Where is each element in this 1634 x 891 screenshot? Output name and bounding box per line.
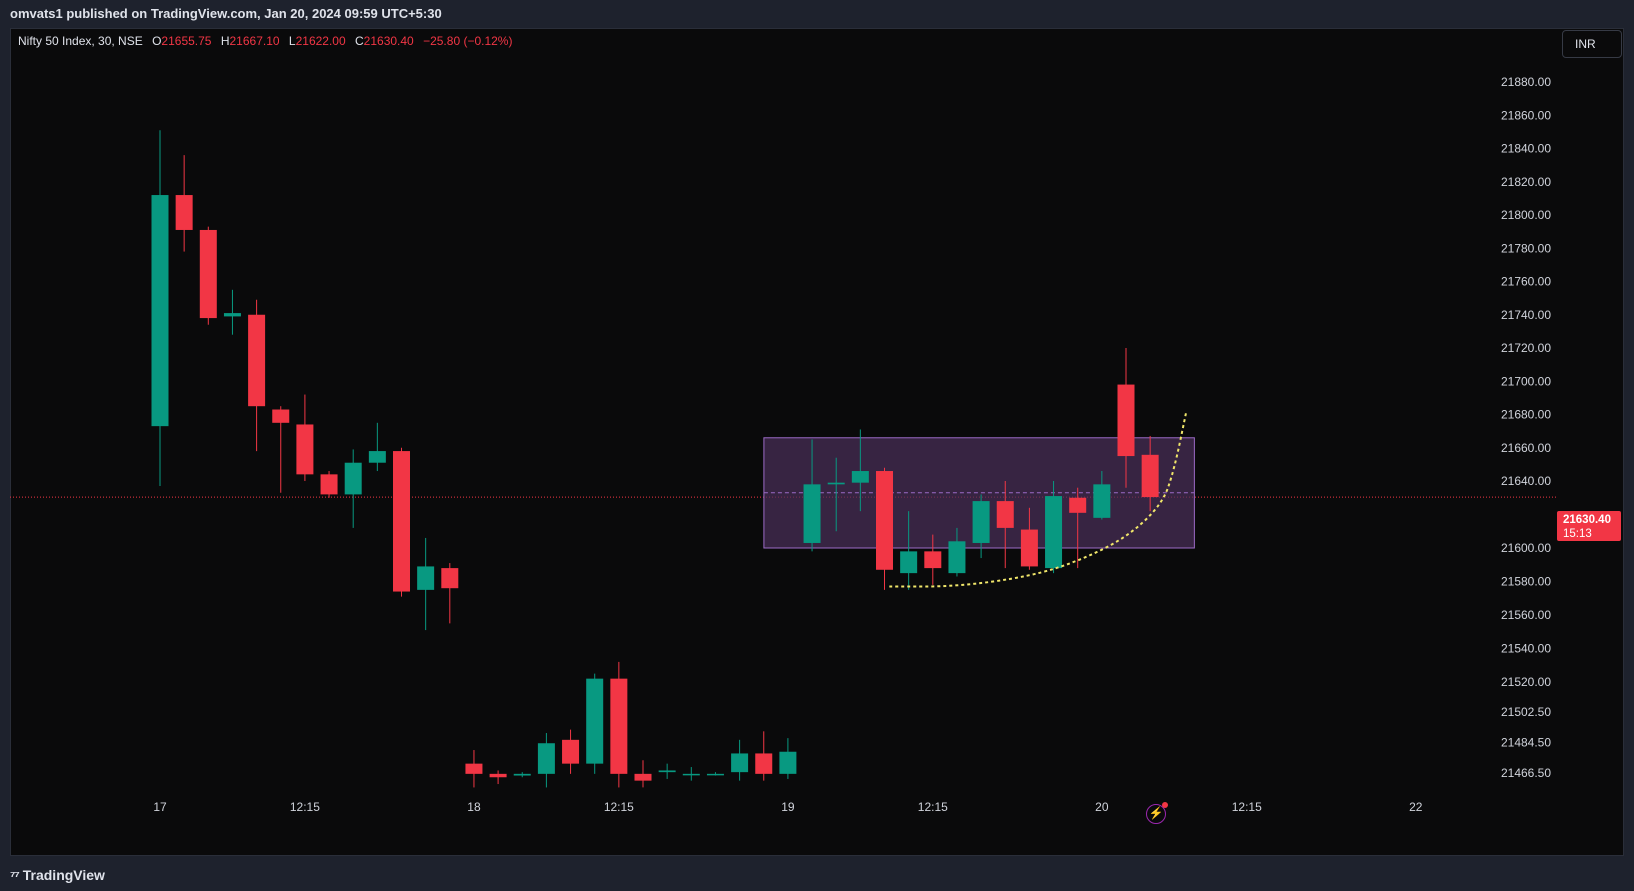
low-value: 21622.00 — [295, 34, 346, 48]
candle-body — [900, 551, 918, 574]
high-label: H — [220, 34, 230, 48]
rounding-curve — [889, 410, 1188, 588]
candle-body — [658, 770, 676, 773]
candle-body — [296, 424, 314, 475]
open-label: O — [152, 34, 162, 48]
x-tick-label: 12:15 — [290, 800, 320, 814]
low-label: L — [288, 34, 296, 48]
close-value: 21630.40 — [363, 34, 414, 48]
candle-body — [513, 773, 531, 776]
y-tick-label: 21880.00 — [1501, 75, 1551, 89]
x-tick-label: 12:15 — [1232, 800, 1262, 814]
candle-body — [1020, 529, 1038, 567]
y-tick-label: 21502.50 — [1501, 705, 1551, 719]
candle-body — [948, 541, 966, 574]
candle-body — [924, 551, 942, 569]
y-tick-label: 21560.00 — [1501, 608, 1551, 622]
y-tick-label: 21720.00 — [1501, 341, 1551, 355]
y-tick-label: 21800.00 — [1501, 208, 1551, 222]
candle-body — [706, 773, 724, 776]
symbol-legend: Nifty 50 Index, 30, NSE O21655.75 H21667… — [18, 34, 512, 48]
candle-body — [417, 566, 435, 590]
y-tick-label: 21860.00 — [1501, 108, 1551, 122]
candle-body — [682, 773, 700, 776]
y-tick-label: 21466.50 — [1501, 766, 1551, 780]
candle-body — [1045, 496, 1063, 569]
x-tick-label: 18 — [467, 800, 481, 814]
candle-layer — [151, 130, 1188, 788]
x-tick-label: 22 — [1409, 800, 1423, 814]
alert-flash-icon[interactable]: ⚡ — [1146, 802, 1168, 824]
publish-info: omvats1 published on TradingView.com, Ja… — [0, 0, 1634, 28]
y-tick-label: 21600.00 — [1501, 541, 1551, 555]
candle-body — [537, 743, 555, 774]
candle-body — [320, 474, 338, 495]
candle-body — [223, 313, 241, 317]
candle-body — [465, 763, 483, 774]
change-value: −25.80 (−0.12%) — [423, 34, 513, 48]
candle-body — [610, 678, 628, 774]
footer-bar — [0, 860, 1634, 891]
x-tick-label: 12:15 — [918, 800, 948, 814]
y-tick-label: 21740.00 — [1501, 308, 1551, 322]
tradingview-logo-icon: ⁷⁷ — [10, 867, 20, 883]
price-chart[interactable]: 21880.00 21860.00 21840.00 21820.00 21800.00… — [10, 28, 1624, 856]
brand-name: TradingView — [22, 867, 105, 883]
candle-body — [199, 229, 217, 319]
notification-dot — [1162, 802, 1168, 808]
currency-button[interactable]: INR — [1562, 30, 1622, 58]
y-tick-label: 21484.50 — [1501, 735, 1551, 749]
candle-body — [272, 409, 290, 423]
y-tick-label: 21780.00 — [1501, 241, 1551, 255]
y-tick-label: 21820.00 — [1501, 175, 1551, 189]
y-tick-label: 21680.00 — [1501, 408, 1551, 422]
y-tick-label: 21580.00 — [1501, 575, 1551, 589]
axis-layer: 21880.00 21860.00 21840.00 21820.00 21800.00… — [153, 75, 1551, 814]
candle-body — [1141, 454, 1159, 498]
candle-body — [972, 501, 990, 543]
candle-body — [562, 739, 580, 764]
candle-body — [1069, 497, 1087, 513]
candle-body — [489, 773, 507, 778]
candle-body — [175, 195, 193, 230]
candle-body — [876, 471, 893, 570]
open-value: 21655.75 — [161, 34, 212, 48]
candle-body — [996, 501, 1014, 528]
candle-body — [827, 482, 845, 485]
candle-body — [368, 451, 386, 463]
high-value: 21667.10 — [229, 34, 280, 48]
candle-body — [851, 471, 869, 483]
y-tick-label: 21640.00 — [1501, 474, 1551, 488]
candle-body — [755, 753, 773, 774]
candle-body — [803, 484, 821, 543]
x-tick-label: 12:15 — [604, 800, 634, 814]
x-tick-label: 19 — [781, 800, 795, 814]
last-price-tag: 21630.40 15:13 — [1557, 511, 1621, 541]
candle-body — [1093, 484, 1111, 518]
candle-body — [586, 678, 604, 764]
candle-body — [1117, 384, 1135, 457]
candle-body — [248, 314, 266, 407]
candle-body — [634, 773, 652, 781]
candle-body — [441, 568, 459, 589]
last-price-value: 21630.40 — [1563, 514, 1611, 526]
candle-body — [151, 195, 169, 427]
candle-body — [731, 753, 749, 773]
candle-body — [344, 462, 362, 495]
tradingview-logo[interactable]: ⁷⁷ TradingView — [10, 867, 105, 883]
bar-countdown: 15:13 — [1563, 528, 1592, 540]
candle-body — [779, 751, 797, 774]
candle-body — [393, 451, 410, 592]
y-tick-label: 21840.00 — [1501, 142, 1551, 156]
y-tick-label: 21660.00 — [1501, 441, 1551, 455]
x-tick-label: 17 — [153, 800, 167, 814]
y-tick-label: 21520.00 — [1501, 675, 1551, 689]
close-label: C — [355, 34, 364, 48]
y-tick-label: 21700.00 — [1501, 374, 1551, 388]
y-tick-label: 21760.00 — [1501, 275, 1551, 289]
y-tick-label: 21540.00 — [1501, 642, 1551, 656]
symbol-name: Nifty 50 Index, 30, NSE — [18, 34, 143, 48]
x-tick-label: 20 — [1095, 800, 1109, 814]
